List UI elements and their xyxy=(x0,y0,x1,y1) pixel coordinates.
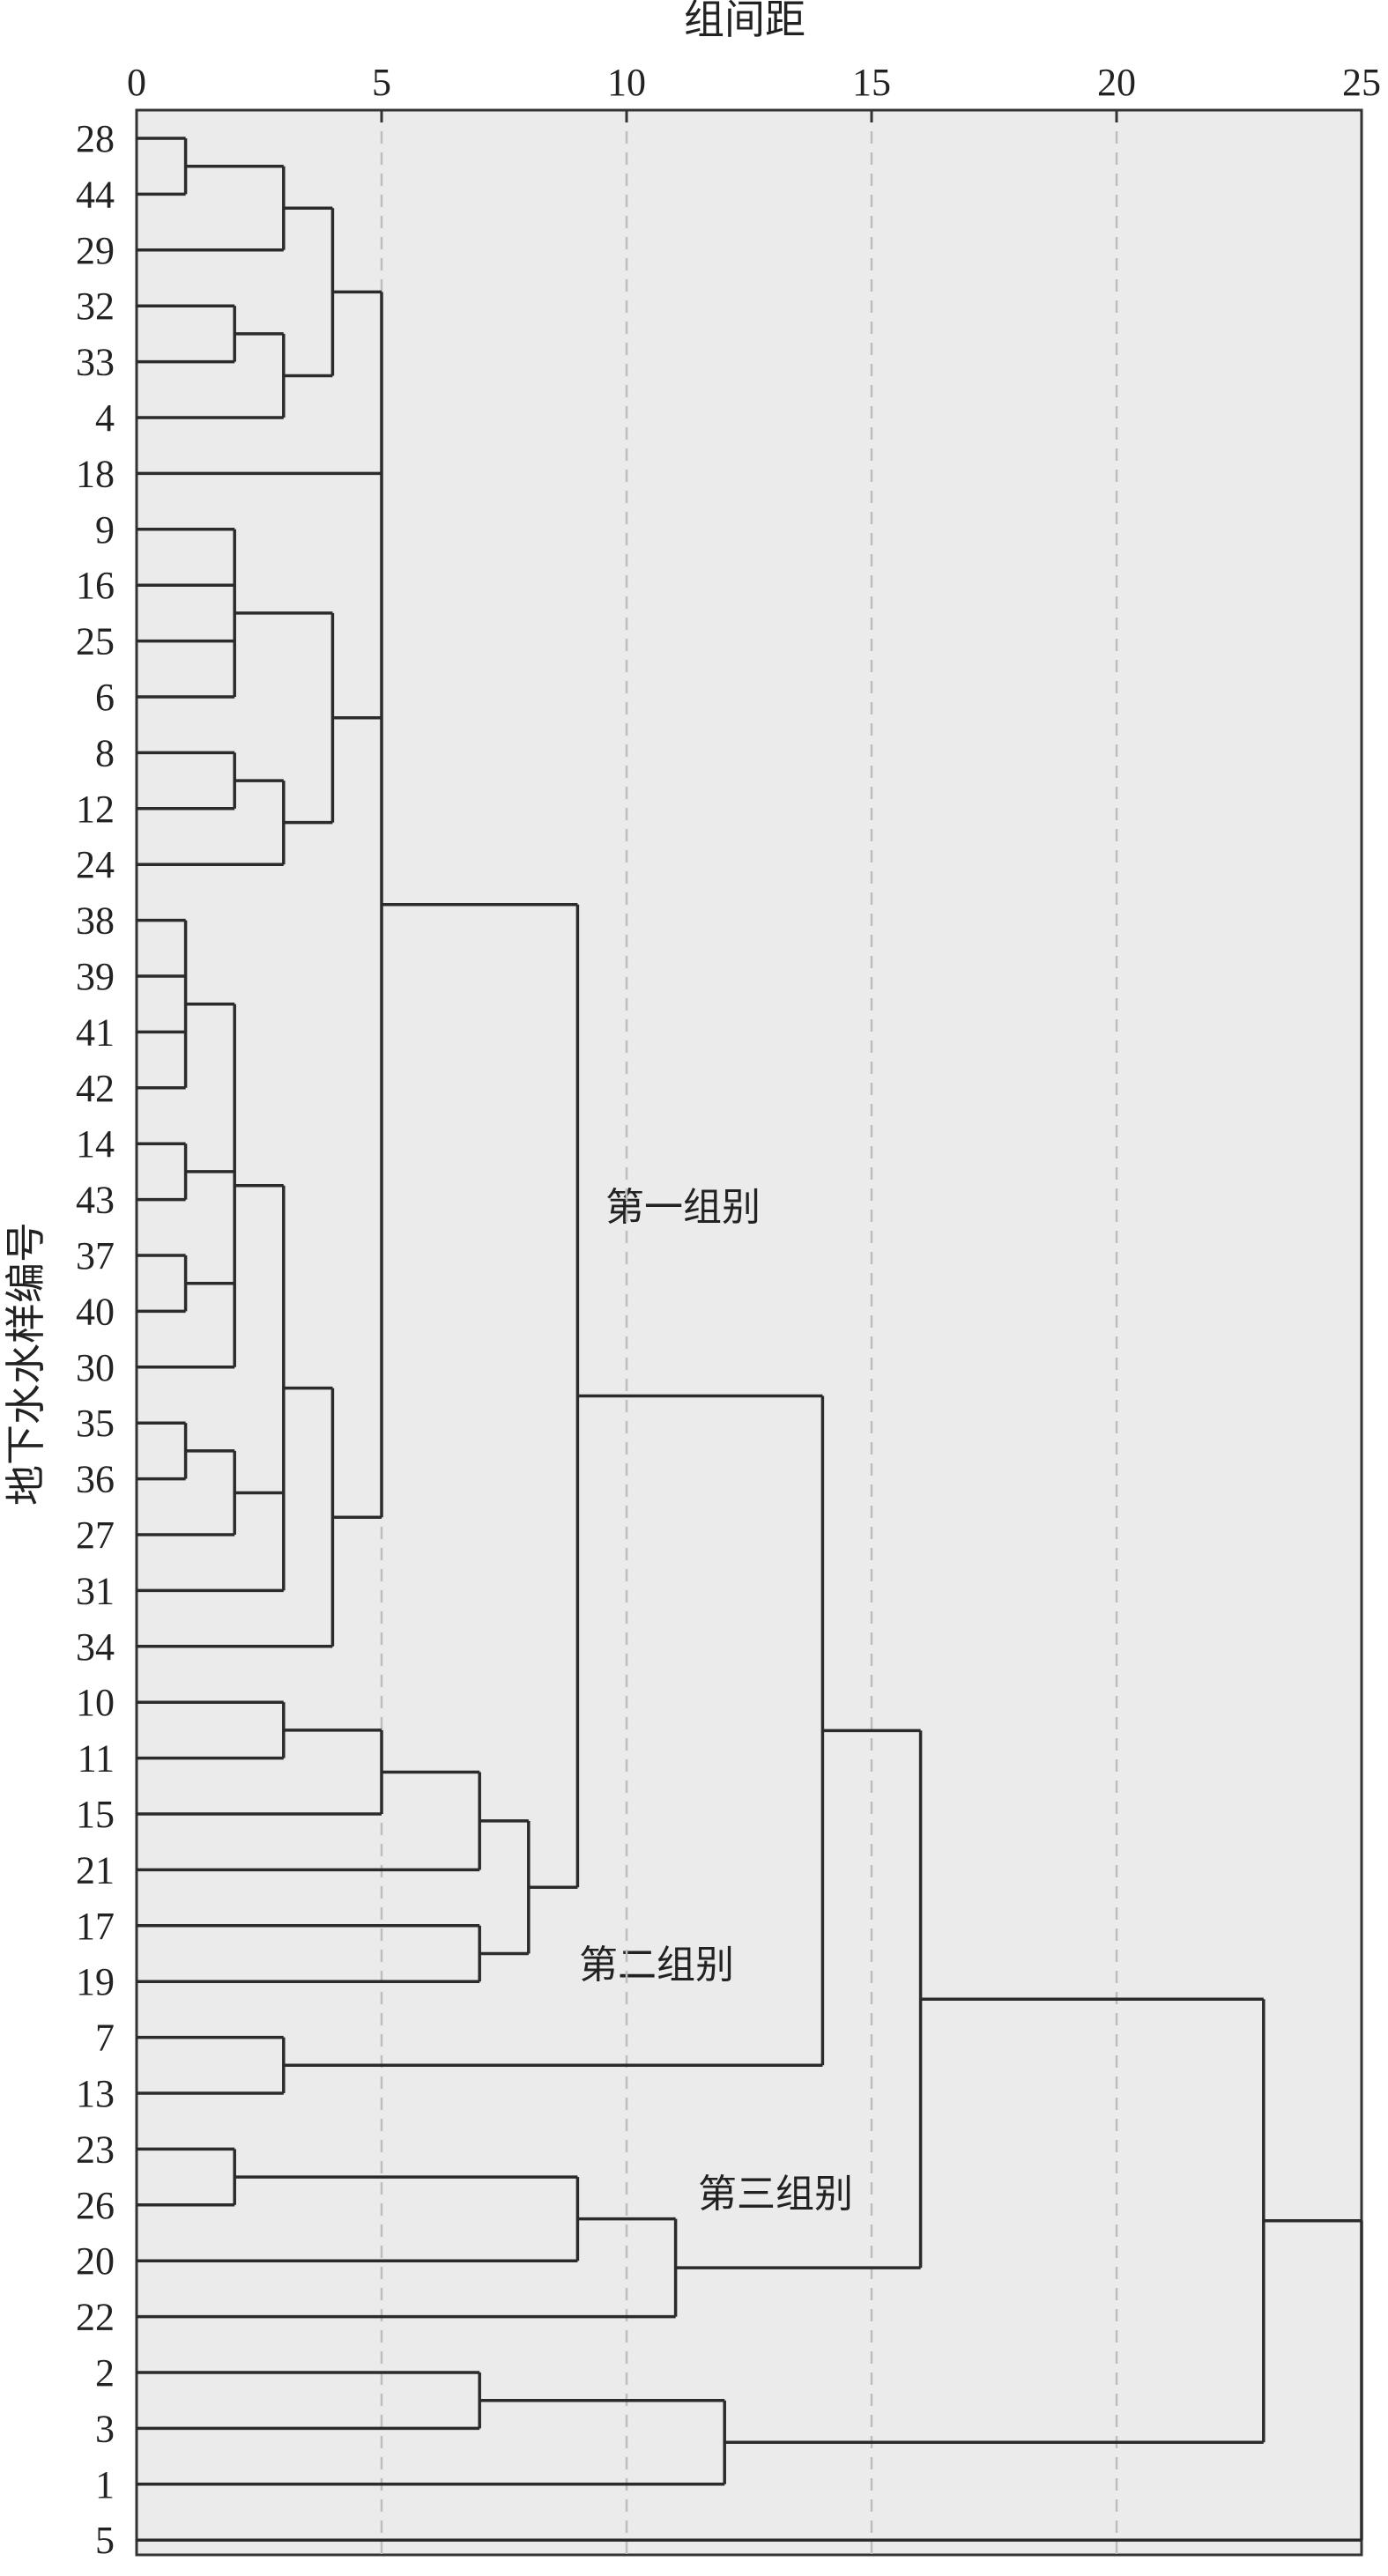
leaf-label: 8 xyxy=(95,731,115,774)
leaf-label: 1 xyxy=(95,2463,115,2506)
leaf-label: 24 xyxy=(76,843,115,886)
leaf-label: 39 xyxy=(76,955,115,998)
leaf-label: 6 xyxy=(95,676,115,719)
x-tick-label: 25 xyxy=(1342,61,1381,104)
leaf-label: 13 xyxy=(76,2072,115,2115)
leaf-label: 17 xyxy=(76,1905,115,1948)
leaf-label: 5 xyxy=(95,2519,115,2562)
x-tick-label: 20 xyxy=(1097,61,1136,104)
leaf-label: 36 xyxy=(76,1458,115,1501)
leaf-label: 26 xyxy=(76,2184,115,2227)
group1-label: 第一组别 xyxy=(605,1186,761,1229)
y-axis-label: 地下水水样编号 xyxy=(4,1222,48,1506)
leaf-label: 4 xyxy=(95,396,115,440)
leaf-label: 9 xyxy=(95,508,115,551)
leaf-label: 10 xyxy=(76,1681,115,1724)
axis-ticks: 0 5 10 15 20 25284429323341891625681224383941… xyxy=(76,61,1381,2562)
leaf-label: 44 xyxy=(76,173,115,216)
leaf-label: 12 xyxy=(76,788,115,831)
leaf-label: 41 xyxy=(76,1010,115,1054)
leaf-label: 32 xyxy=(76,285,115,328)
leaf-label: 11 xyxy=(78,1737,115,1780)
leaf-label: 43 xyxy=(76,1179,115,1222)
x-tick-label: 5 xyxy=(372,61,391,104)
leaf-label: 19 xyxy=(76,1960,115,2003)
leaf-label: 35 xyxy=(76,1402,115,1445)
dendrogram-tree xyxy=(137,137,1363,2542)
leaf-label: 18 xyxy=(76,452,115,495)
leaf-label: 31 xyxy=(76,1569,115,1612)
leaf-label: 28 xyxy=(76,117,115,160)
x-tick-label: 0 xyxy=(127,61,146,104)
leaf-label: 2 xyxy=(95,2351,115,2395)
x-axis-label: 组间距 xyxy=(684,0,805,42)
leaf-label: 22 xyxy=(76,2296,115,2339)
leaf-label: 40 xyxy=(76,1290,115,1333)
leaf-label: 7 xyxy=(95,2017,115,2060)
group2-label: 第二组别 xyxy=(579,1943,734,1987)
leaf-label: 27 xyxy=(76,1514,115,1557)
leaf-label: 33 xyxy=(76,341,115,384)
leaf-label: 20 xyxy=(76,2239,115,2283)
plot-area xyxy=(135,108,1363,2557)
leaf-label: 30 xyxy=(76,1346,115,1389)
leaf-label: 21 xyxy=(76,1848,115,1891)
leaf-label: 14 xyxy=(76,1122,115,1166)
group3-label: 第三组别 xyxy=(698,2173,853,2216)
leaf-label: 3 xyxy=(95,2407,115,2450)
leaf-label: 29 xyxy=(76,229,115,272)
leaf-label: 25 xyxy=(76,620,115,663)
leaf-label: 15 xyxy=(76,1793,115,1836)
leaf-label: 16 xyxy=(76,564,115,607)
leaf-label: 34 xyxy=(76,1625,115,1669)
leaf-label: 37 xyxy=(76,1234,115,1277)
x-tick-label: 15 xyxy=(852,61,891,104)
leaf-label: 38 xyxy=(76,899,115,943)
leaf-label: 23 xyxy=(76,2128,115,2171)
x-tick-label: 10 xyxy=(607,61,646,104)
leaf-label: 42 xyxy=(76,1067,115,1110)
